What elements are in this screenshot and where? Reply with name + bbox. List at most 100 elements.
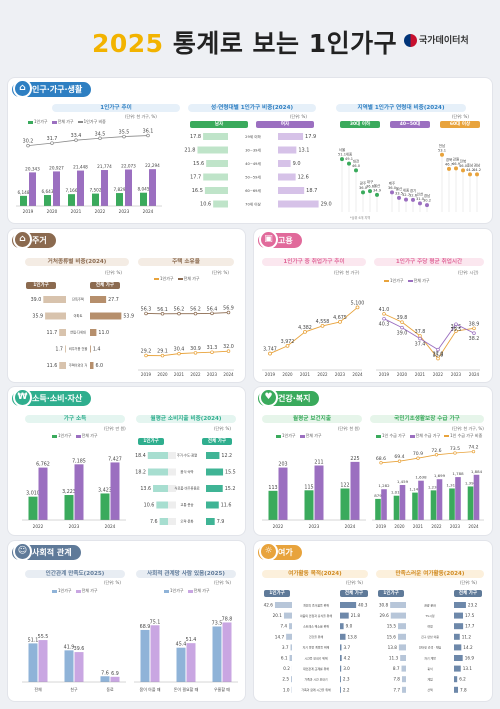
region-name: 경남 bbox=[424, 193, 431, 198]
bar-total bbox=[186, 643, 196, 682]
region-value: 49.1 bbox=[345, 157, 353, 161]
unit-welfare: (단위: 천 가구, %) bbox=[452, 426, 484, 431]
taegeuk-icon bbox=[404, 34, 417, 47]
legend-swatch bbox=[154, 278, 159, 280]
legend-swatch bbox=[276, 434, 281, 438]
bar-single bbox=[59, 329, 66, 336]
legend-swatch bbox=[52, 589, 57, 593]
bar-label: 6.9 bbox=[111, 671, 119, 677]
bar-single bbox=[340, 488, 350, 520]
bar-label: 6,643 bbox=[42, 189, 54, 194]
bar-single bbox=[375, 498, 381, 520]
bar-total bbox=[90, 312, 122, 320]
x-tick: 2023 bbox=[335, 372, 346, 377]
value-total: 11.0 bbox=[98, 330, 109, 336]
bar-single bbox=[147, 468, 168, 476]
value-female: 9.0 bbox=[293, 161, 301, 167]
value-total: 1.4 bbox=[93, 347, 101, 353]
tag-total: 전체 가구 bbox=[202, 438, 232, 445]
bar-male bbox=[204, 187, 228, 194]
bar-single bbox=[449, 488, 455, 520]
x-tick: 우울할 때 bbox=[214, 686, 230, 692]
x-tick: 2019 bbox=[265, 372, 276, 377]
value-male: 21.8 bbox=[184, 148, 195, 154]
point bbox=[144, 353, 148, 358]
unit-leisure-use: (단위: %) bbox=[346, 580, 363, 585]
chart-title-income: 가구 소득 bbox=[25, 415, 125, 423]
value-single: 13.8 bbox=[388, 645, 398, 650]
point bbox=[303, 330, 307, 334]
region-value: 32.7 bbox=[402, 193, 410, 197]
bar-label: 1,397 bbox=[465, 480, 477, 485]
bar-single bbox=[283, 612, 292, 619]
section-title-housing: ⌂ 주거 bbox=[12, 230, 56, 249]
category-label: 자기 계발 bbox=[424, 655, 436, 660]
gap bbox=[168, 518, 176, 525]
category-label: 주거·수도·광열 bbox=[177, 453, 197, 458]
region-name: 충남 bbox=[467, 162, 474, 167]
legend-swatch bbox=[51, 120, 57, 124]
point bbox=[144, 311, 148, 316]
bar-label: 55.5 bbox=[38, 634, 49, 640]
bar-label: 1,141 bbox=[409, 487, 421, 492]
legend-swatch bbox=[299, 434, 305, 438]
category-label: 가족과 함께 시간을 위해 bbox=[301, 687, 331, 692]
bar-label: 41.9 bbox=[64, 644, 75, 650]
bar-single bbox=[116, 193, 123, 206]
value-total: 15.2 bbox=[225, 486, 236, 492]
bar-total bbox=[454, 676, 458, 683]
bar-label: 879 bbox=[374, 493, 382, 498]
bar-label: 122 bbox=[340, 482, 349, 488]
value-single: 13.6 bbox=[140, 486, 151, 492]
heart-icon: ♥ bbox=[259, 388, 278, 407]
bar-total bbox=[454, 655, 463, 661]
line-1 bbox=[145, 312, 229, 315]
x-tick: 2024 bbox=[105, 524, 116, 529]
legend-swatch bbox=[75, 589, 81, 593]
x-tick: 2023 bbox=[450, 524, 461, 529]
bar-total bbox=[340, 602, 357, 608]
value-single: 1.0 bbox=[283, 687, 290, 692]
bar-total bbox=[149, 169, 156, 206]
tag-total: 전체 가구 bbox=[454, 590, 482, 597]
bar-single bbox=[153, 485, 168, 492]
section-title-employment: ▣ 고용 bbox=[258, 230, 302, 249]
bar-female bbox=[278, 146, 297, 154]
unit-work-hours: (단위: 시간) bbox=[458, 270, 479, 275]
value-total: 53.9 bbox=[123, 314, 134, 320]
bar-total bbox=[77, 170, 84, 206]
value-single: 11.7 bbox=[47, 330, 58, 336]
region-dot bbox=[411, 197, 415, 202]
region-dot bbox=[390, 190, 394, 195]
point-label: 30.9 bbox=[190, 346, 201, 352]
value-total: 9.0 bbox=[346, 624, 353, 629]
value-total: 27.7 bbox=[108, 297, 119, 303]
x-tick: 2022 bbox=[317, 372, 328, 377]
gap bbox=[168, 485, 176, 492]
category-label: 관광·문화 bbox=[424, 602, 436, 607]
value-total: 14.2 bbox=[463, 645, 473, 650]
bar-single bbox=[28, 643, 38, 682]
bar-single bbox=[402, 686, 406, 693]
legend-swatch bbox=[177, 278, 183, 280]
region-dot bbox=[447, 166, 451, 171]
legend-label: 1인가구 bbox=[390, 278, 404, 283]
tag-group: 60대 이상 bbox=[440, 121, 480, 128]
bar-label: 20,343 bbox=[25, 166, 40, 171]
chart-title-trend: 1인가구 추이 bbox=[52, 104, 180, 112]
point bbox=[226, 349, 231, 353]
bar-total bbox=[399, 484, 406, 520]
gap bbox=[168, 452, 176, 459]
bar-label: 7,427 bbox=[108, 456, 122, 462]
region-value: 44.2 bbox=[473, 168, 481, 172]
point bbox=[400, 320, 404, 324]
value-male: 17.8 bbox=[190, 134, 201, 140]
bar-single bbox=[398, 623, 406, 630]
value-single: 7.6 bbox=[150, 519, 158, 525]
briefcase-icon: ▣ bbox=[259, 230, 278, 249]
bar-label: 1,788 bbox=[452, 471, 464, 476]
bar-label: 21,448 bbox=[73, 165, 88, 170]
point-label: 29.1 bbox=[157, 349, 168, 355]
region-value: 34.9 bbox=[373, 188, 382, 192]
x-tick: 2019 bbox=[23, 209, 34, 214]
